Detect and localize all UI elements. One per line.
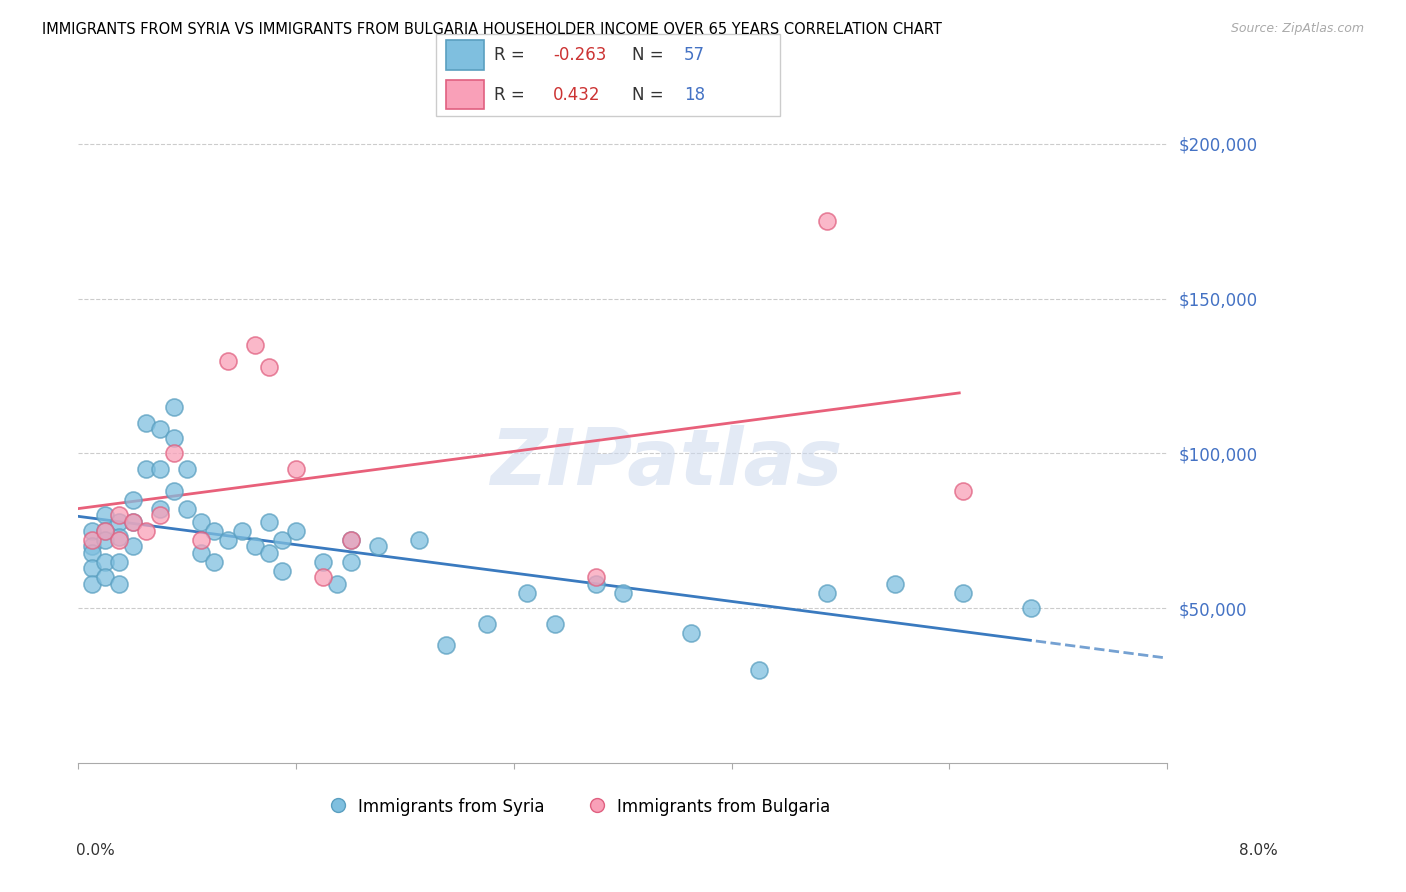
Point xyxy=(190,533,212,548)
Point xyxy=(135,416,157,430)
Point xyxy=(94,555,117,569)
Point xyxy=(612,586,634,600)
Point xyxy=(149,502,172,516)
Point xyxy=(952,483,974,498)
Point xyxy=(162,483,184,498)
Point xyxy=(367,540,389,554)
Point xyxy=(748,663,770,677)
Point xyxy=(108,555,131,569)
Point xyxy=(585,570,607,584)
Point xyxy=(339,533,361,548)
FancyBboxPatch shape xyxy=(436,34,780,116)
Text: ZIPatlas: ZIPatlas xyxy=(491,425,842,501)
Point xyxy=(884,576,907,591)
Point xyxy=(408,533,430,548)
Point xyxy=(149,462,172,476)
Point xyxy=(815,214,838,228)
Point xyxy=(80,561,103,575)
Text: 18: 18 xyxy=(683,86,704,103)
Point xyxy=(176,502,198,516)
Point xyxy=(80,533,103,548)
Point xyxy=(108,576,131,591)
Point xyxy=(326,576,349,591)
Point xyxy=(245,338,267,352)
Point xyxy=(94,533,117,548)
Text: 0.0%: 0.0% xyxy=(76,843,115,858)
Point xyxy=(1019,601,1042,615)
Point xyxy=(108,515,131,529)
Point xyxy=(149,422,172,436)
Point xyxy=(94,570,117,584)
Point xyxy=(162,446,184,460)
Point xyxy=(257,359,280,374)
Point xyxy=(135,524,157,538)
Point xyxy=(339,555,361,569)
Point xyxy=(94,508,117,523)
Point xyxy=(162,400,184,414)
Point xyxy=(217,353,239,368)
Text: R =: R = xyxy=(495,86,536,103)
Legend: Immigrants from Syria, Immigrants from Bulgaria: Immigrants from Syria, Immigrants from B… xyxy=(322,791,837,823)
Point xyxy=(434,639,457,653)
Point xyxy=(952,586,974,600)
Point xyxy=(312,570,335,584)
Point xyxy=(80,576,103,591)
Text: -0.263: -0.263 xyxy=(553,46,606,64)
Point xyxy=(108,508,131,523)
Point xyxy=(202,555,225,569)
Point xyxy=(94,524,117,538)
Point xyxy=(121,492,143,507)
Point xyxy=(108,533,131,548)
Point xyxy=(121,515,143,529)
Point xyxy=(585,576,607,591)
Point xyxy=(815,586,838,600)
Point xyxy=(121,540,143,554)
FancyBboxPatch shape xyxy=(446,80,484,110)
Point xyxy=(679,626,702,640)
Point xyxy=(176,462,198,476)
Point xyxy=(257,515,280,529)
Text: N =: N = xyxy=(633,46,669,64)
Point xyxy=(121,515,143,529)
Point xyxy=(544,616,567,631)
Point xyxy=(80,524,103,538)
Text: R =: R = xyxy=(495,46,530,64)
Point xyxy=(190,515,212,529)
Point xyxy=(135,462,157,476)
Point xyxy=(80,545,103,559)
Point xyxy=(231,524,253,538)
Point xyxy=(285,524,308,538)
Point xyxy=(108,530,131,544)
Point xyxy=(312,555,335,569)
Point xyxy=(339,533,361,548)
Point xyxy=(94,524,117,538)
Point xyxy=(271,564,294,578)
Point xyxy=(245,540,267,554)
Point xyxy=(285,462,308,476)
Point xyxy=(257,545,280,559)
Point xyxy=(475,616,498,631)
Point xyxy=(162,431,184,445)
Text: N =: N = xyxy=(633,86,669,103)
Point xyxy=(217,533,239,548)
Text: 0.432: 0.432 xyxy=(553,86,600,103)
Point xyxy=(190,545,212,559)
Point xyxy=(271,533,294,548)
Point xyxy=(202,524,225,538)
Point xyxy=(80,540,103,554)
FancyBboxPatch shape xyxy=(446,40,484,70)
Text: 57: 57 xyxy=(683,46,704,64)
Point xyxy=(516,586,538,600)
Text: Source: ZipAtlas.com: Source: ZipAtlas.com xyxy=(1230,22,1364,36)
Point xyxy=(149,508,172,523)
Text: 8.0%: 8.0% xyxy=(1239,843,1278,858)
Text: IMMIGRANTS FROM SYRIA VS IMMIGRANTS FROM BULGARIA HOUSEHOLDER INCOME OVER 65 YEA: IMMIGRANTS FROM SYRIA VS IMMIGRANTS FROM… xyxy=(42,22,942,37)
